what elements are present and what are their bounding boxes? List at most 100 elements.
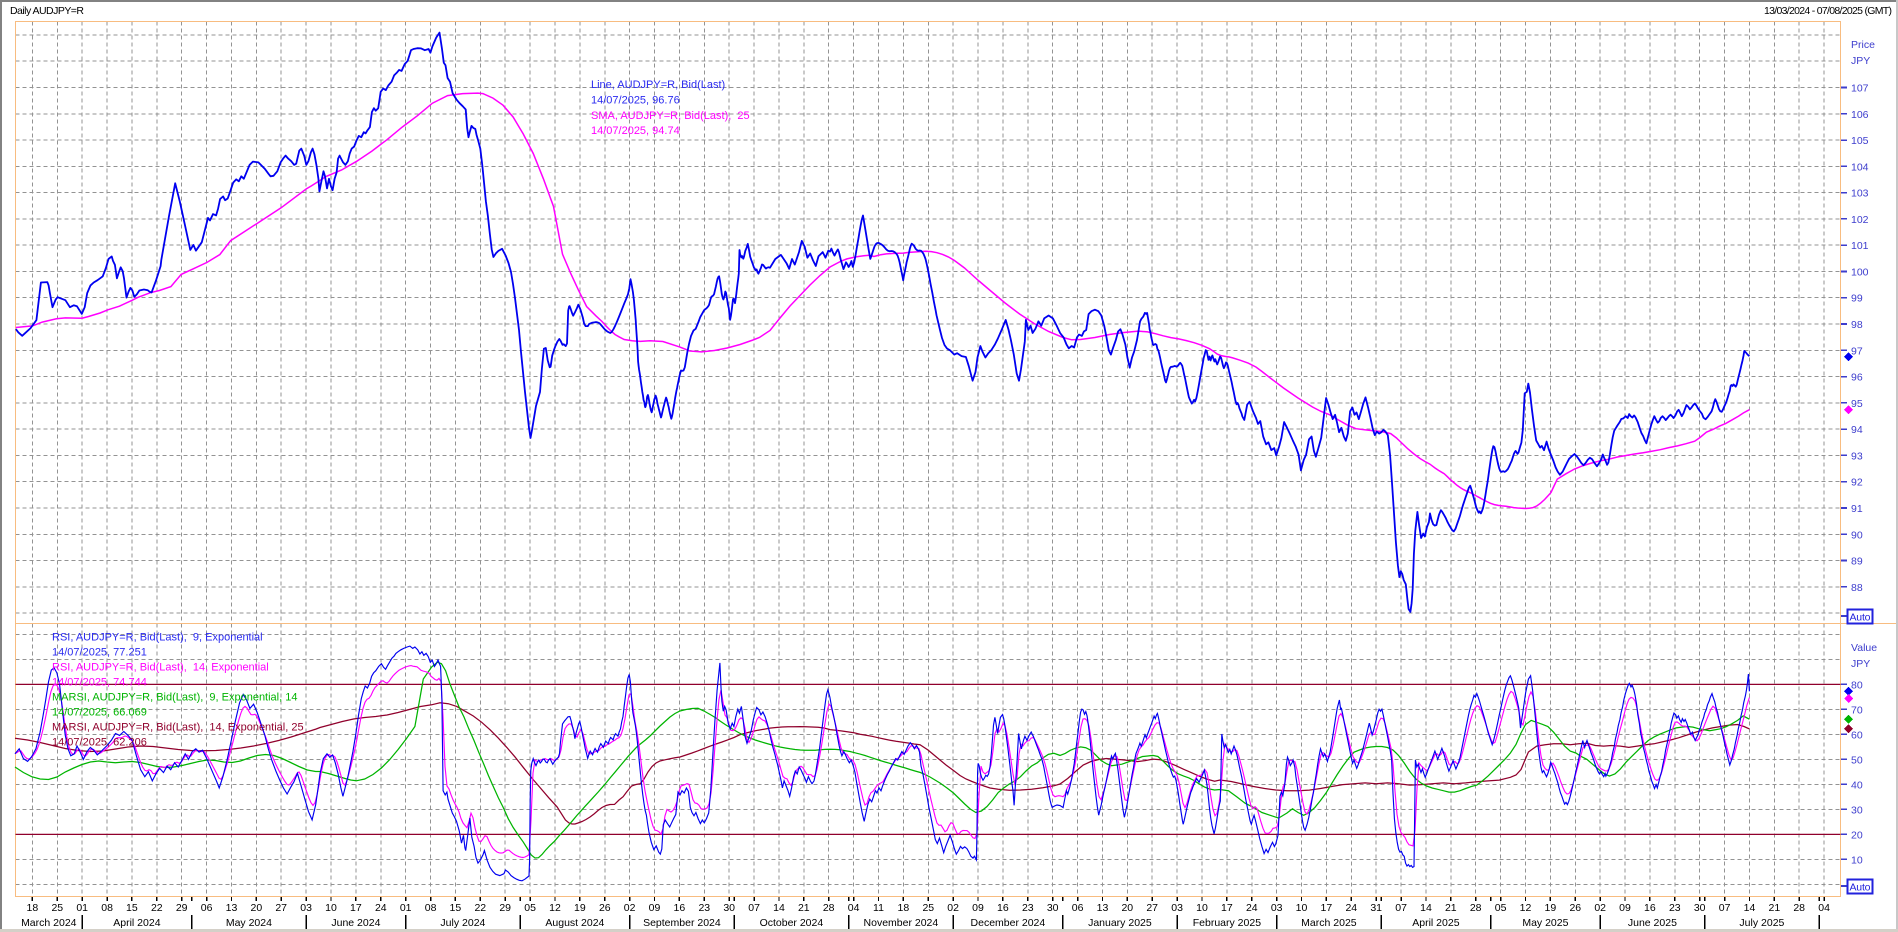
svg-text:August 2024: August 2024 (545, 917, 604, 929)
svg-text:13/03/2024 - 07/08/2025 (GMT): 13/03/2024 - 07/08/2025 (GMT) (1764, 5, 1892, 17)
svg-text:07: 07 (1719, 902, 1731, 914)
svg-text:14/07/2025, 62.206: 14/07/2025, 62.206 (52, 737, 147, 749)
svg-text:88: 88 (1851, 582, 1863, 594)
svg-text:14/07/2025, 66.069: 14/07/2025, 66.069 (52, 707, 147, 719)
svg-text:March 2024: March 2024 (21, 917, 77, 929)
svg-text:06: 06 (201, 902, 213, 914)
svg-text:Auto: Auto (1850, 882, 1871, 894)
svg-text:80: 80 (1851, 679, 1863, 691)
svg-text:17: 17 (1221, 902, 1233, 914)
svg-text:29: 29 (499, 902, 511, 914)
svg-text:31: 31 (1370, 902, 1382, 914)
svg-text:JPY: JPY (1851, 55, 1870, 67)
svg-text:50: 50 (1851, 754, 1863, 766)
svg-text:16: 16 (674, 902, 686, 914)
svg-text:January 2025: January 2025 (1088, 917, 1152, 929)
svg-text:25: 25 (922, 902, 934, 914)
svg-text:SMA, AUDJPY=R, Bid(Last), 25: SMA, AUDJPY=R, Bid(Last), 25 (591, 110, 750, 122)
svg-text:30: 30 (723, 902, 735, 914)
svg-text:10: 10 (1851, 854, 1863, 866)
svg-text:Value: Value (1851, 642, 1877, 654)
svg-text:16: 16 (1644, 902, 1656, 914)
svg-text:June 2024: June 2024 (331, 917, 380, 929)
svg-text:03: 03 (1171, 902, 1183, 914)
svg-text:20: 20 (251, 902, 263, 914)
svg-text:02: 02 (1594, 902, 1606, 914)
svg-text:01: 01 (400, 902, 412, 914)
svg-text:Price: Price (1851, 39, 1875, 51)
svg-text:September 2024: September 2024 (643, 917, 721, 929)
svg-text:94: 94 (1851, 424, 1863, 436)
svg-text:RSI, AUDJPY=R, Bid(Last), 9,: RSI, AUDJPY=R, Bid(Last), 9, Exponential (52, 632, 263, 644)
svg-text:23: 23 (1022, 902, 1034, 914)
svg-text:24: 24 (375, 902, 387, 914)
svg-text:18: 18 (898, 902, 910, 914)
svg-text:March 2025: March 2025 (1301, 917, 1357, 929)
svg-text:Auto: Auto (1850, 612, 1871, 624)
svg-text:89: 89 (1851, 556, 1863, 568)
svg-text:14/07/2025, 74.744: 14/07/2025, 74.744 (52, 677, 147, 689)
svg-text:22: 22 (151, 902, 163, 914)
svg-text:03: 03 (1271, 902, 1283, 914)
svg-text:17: 17 (350, 902, 362, 914)
svg-text:09: 09 (972, 902, 984, 914)
svg-text:105: 105 (1851, 135, 1869, 147)
svg-text:23: 23 (1669, 902, 1681, 914)
svg-text:14/07/2025, 96.76: 14/07/2025, 96.76 (591, 94, 680, 106)
svg-text:07: 07 (748, 902, 760, 914)
svg-text:14: 14 (1744, 902, 1756, 914)
svg-text:13: 13 (226, 902, 238, 914)
svg-text:27: 27 (1146, 902, 1158, 914)
svg-text:02: 02 (624, 902, 636, 914)
svg-text:24: 24 (1246, 902, 1258, 914)
svg-text:08: 08 (101, 902, 113, 914)
svg-text:October 2024: October 2024 (760, 917, 824, 929)
svg-text:07: 07 (1395, 902, 1407, 914)
svg-text:01: 01 (76, 902, 88, 914)
svg-text:70: 70 (1851, 704, 1863, 716)
svg-text:91: 91 (1851, 503, 1863, 515)
svg-text:June 2025: June 2025 (1628, 917, 1677, 929)
svg-text:April 2025: April 2025 (1412, 917, 1459, 929)
svg-text:103: 103 (1851, 188, 1869, 200)
svg-text:18: 18 (27, 902, 39, 914)
svg-text:30: 30 (1694, 902, 1706, 914)
svg-text:12: 12 (549, 902, 561, 914)
svg-text:97: 97 (1851, 345, 1863, 357)
svg-text:10: 10 (1196, 902, 1208, 914)
svg-text:20: 20 (1851, 829, 1863, 841)
svg-text:08: 08 (425, 902, 437, 914)
svg-text:09: 09 (1619, 902, 1631, 914)
svg-text:96: 96 (1851, 372, 1863, 384)
svg-text:03: 03 (300, 902, 312, 914)
svg-text:90: 90 (1851, 529, 1863, 541)
svg-text:12: 12 (1520, 902, 1532, 914)
svg-text:14/07/2025, 94.74: 14/07/2025, 94.74 (591, 125, 680, 137)
svg-text:RSI, AUDJPY=R, Bid(Last), 14,: RSI, AUDJPY=R, Bid(Last), 14, Exponentia… (52, 662, 269, 674)
svg-text:February 2025: February 2025 (1193, 917, 1261, 929)
svg-text:99: 99 (1851, 293, 1863, 305)
svg-text:14: 14 (773, 902, 785, 914)
svg-text:28: 28 (1470, 902, 1482, 914)
svg-text:104: 104 (1851, 161, 1869, 173)
svg-text:21: 21 (1769, 902, 1781, 914)
svg-text:15: 15 (126, 902, 138, 914)
svg-text:15: 15 (450, 902, 462, 914)
svg-text:May 2024: May 2024 (226, 917, 272, 929)
svg-text:93: 93 (1851, 450, 1863, 462)
svg-text:11: 11 (873, 902, 884, 914)
svg-text:98: 98 (1851, 319, 1863, 331)
svg-text:101: 101 (1851, 240, 1869, 252)
svg-text:19: 19 (574, 902, 586, 914)
svg-text:60: 60 (1851, 729, 1863, 741)
svg-text:106: 106 (1851, 109, 1869, 121)
svg-text:27: 27 (275, 902, 287, 914)
svg-text:107: 107 (1851, 83, 1869, 95)
svg-text:26: 26 (599, 902, 611, 914)
svg-text:02: 02 (947, 902, 959, 914)
svg-text:95: 95 (1851, 398, 1863, 410)
svg-text:21: 21 (798, 902, 810, 914)
svg-text:Line, AUDJPY=R, Bid(Last): Line, AUDJPY=R, Bid(Last) (591, 79, 725, 91)
svg-text:10: 10 (1296, 902, 1308, 914)
svg-text:28: 28 (823, 902, 835, 914)
